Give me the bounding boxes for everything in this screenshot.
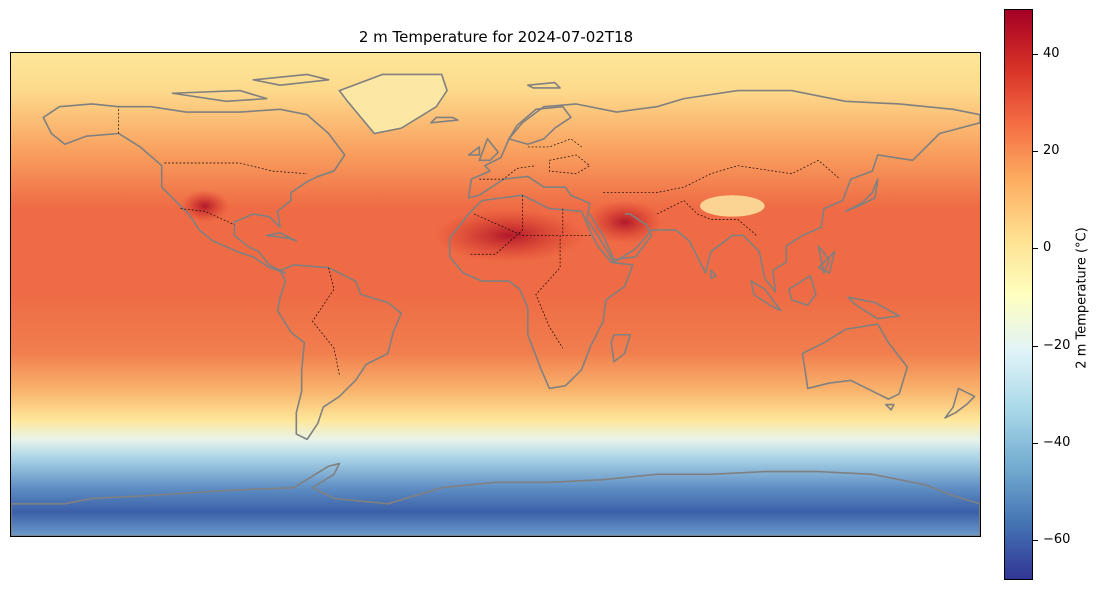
colorbar-tick — [1033, 151, 1038, 152]
greenland — [338, 73, 448, 135]
colorbar-tick — [1033, 54, 1038, 55]
hotspot-us-southwest — [180, 189, 230, 223]
colorbar-tick-label: 40 — [1043, 46, 1060, 61]
colorbar-tick — [1033, 248, 1038, 249]
colorbar-tick-label: −60 — [1043, 532, 1071, 547]
coastlines — [11, 73, 980, 536]
country-borders — [118, 106, 841, 376]
colorbar-gradient — [1005, 10, 1032, 579]
tibet-plateau — [700, 195, 765, 217]
colorbar-tick — [1033, 346, 1038, 347]
map-title: 2 m Temperature for 2024-07-02T18 — [358, 28, 634, 46]
hotspot-sahara — [433, 208, 585, 263]
colorbar-tick-label: 20 — [1043, 143, 1060, 158]
colorbar-tick — [1033, 443, 1038, 444]
colorbar-tick-label: −40 — [1043, 435, 1071, 450]
temperature-map — [11, 53, 980, 536]
colorbar-tick-label: 0 — [1043, 240, 1052, 255]
colorbar-tick — [1033, 540, 1038, 541]
map-panel — [10, 52, 981, 537]
colorbar — [1004, 9, 1033, 580]
hotspot-middle-east — [587, 200, 663, 244]
temperature-field — [11, 53, 980, 536]
colorbar-tick-label: −20 — [1043, 338, 1071, 353]
colorbar-label: 2 m Temperature (°C) — [1074, 227, 1090, 369]
